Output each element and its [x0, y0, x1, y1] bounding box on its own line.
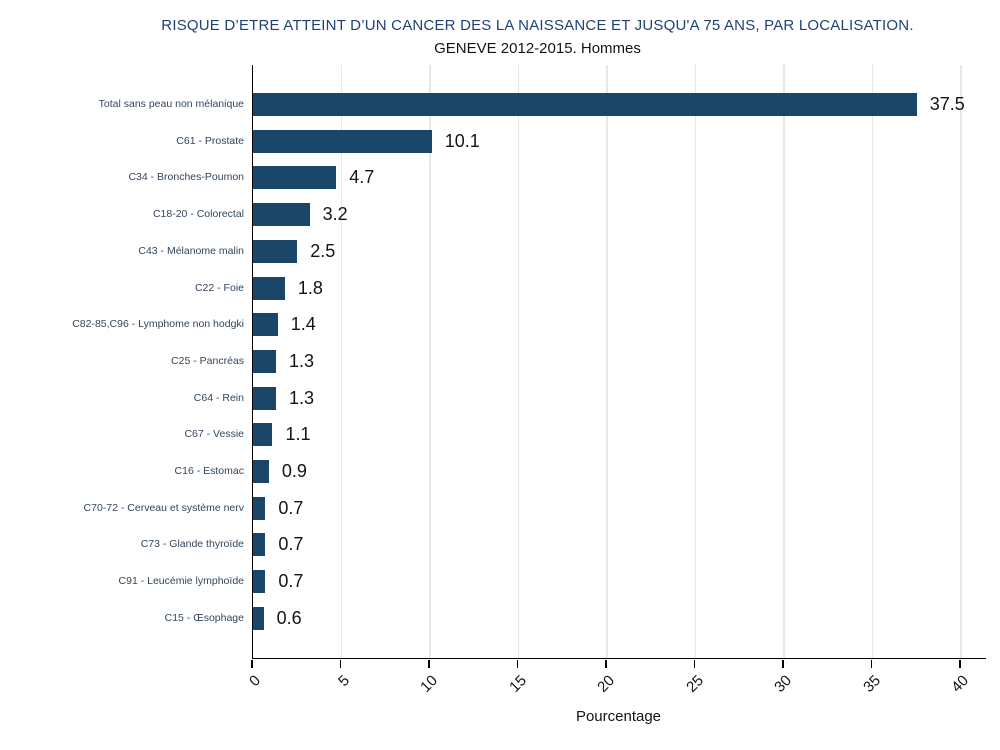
bar [253, 533, 266, 557]
gridline [694, 65, 696, 658]
category-label: C61 - Prostate [176, 134, 244, 147]
bar [253, 606, 264, 630]
bar [253, 423, 273, 447]
tick-label: 5 [334, 672, 353, 690]
bar [253, 129, 432, 153]
bar [253, 570, 266, 594]
value-label: 0.9 [281, 461, 307, 482]
bar-series: 37.5 10.1 4.7 3.2 2.5 1.8 1.4 1.3 1.3 1.1 0.9 0.7 0.… [253, 93, 986, 630]
value-label: 1.3 [289, 350, 315, 371]
x-axis-title: Pourcentage [575, 708, 662, 725]
tick-mark [428, 659, 430, 668]
category-label: C15 - Œsophage [164, 611, 244, 624]
bar-row: 1.8 [253, 276, 986, 300]
value-label: 0.7 [278, 534, 304, 555]
bar-row: 1.1 [253, 423, 986, 447]
category-label: C43 - Mélanome malin [138, 244, 244, 257]
bar-row: 10.1 [253, 129, 986, 153]
bar [253, 166, 337, 190]
bar-row: 0.7 [253, 496, 986, 520]
tick-label: 20 [594, 672, 619, 696]
tick-mark [959, 659, 961, 668]
bar [253, 239, 298, 263]
category-label: C70-72 - Cerveau et système nerv [83, 501, 244, 514]
value-label: 1.8 [297, 277, 323, 298]
tick-label: 40 [948, 672, 973, 696]
category-label: C18-20 - Colorectal [152, 208, 244, 221]
tick-mark [516, 659, 519, 668]
category-label: C91 - Leucémie lymphoïde [118, 575, 244, 588]
bar [253, 203, 310, 227]
bar-row: 37.5 [253, 93, 986, 116]
bar [253, 276, 285, 300]
bar-row: 1.4 [253, 313, 986, 337]
category-label: C67 - Vessie [184, 428, 244, 441]
category-label: C64 - Rein [193, 391, 244, 404]
tick-mark [870, 659, 873, 668]
gridline [340, 65, 342, 658]
bar-row: 0.7 [253, 570, 986, 594]
bar [253, 496, 266, 520]
bar-row: 2.5 [253, 239, 986, 263]
gridline [429, 65, 431, 658]
tick-mark [605, 659, 607, 668]
tick-mark [693, 659, 696, 668]
category-label: C22 - Foie [194, 281, 244, 294]
bar-row: 0.9 [253, 460, 986, 484]
plot-area: 37.5 10.1 4.7 3.2 2.5 1.8 1.4 1.3 1.3 1.1 0.9 0.7 0.… [252, 65, 986, 659]
gridline [517, 65, 519, 658]
category-label: C16 - Estomac [174, 465, 244, 478]
category-label: C34 - Bronches-Poumon [128, 171, 244, 184]
bar-row: 0.7 [253, 533, 986, 557]
value-label: 1.1 [285, 424, 311, 445]
tick-mark [251, 659, 253, 668]
tick-mark [782, 659, 784, 668]
value-label: 10.1 [444, 130, 480, 151]
bar-row: 1.3 [253, 386, 986, 410]
chart-header: RISQUE D’ETRE ATTEINT D’UN CANCER DES LA… [75, 16, 1000, 59]
value-label: 0.7 [278, 571, 304, 592]
bar [253, 313, 278, 337]
gridline [606, 65, 608, 658]
category-label: C25 - Pancréas [171, 354, 244, 367]
value-label: 0.7 [278, 497, 304, 518]
value-label: 1.3 [289, 387, 315, 408]
category-axis-labels: Total sans peau non mélanique C61 - Prost… [0, 93, 244, 630]
bar-row: 0.6 [253, 606, 986, 630]
bar-row: 1.3 [253, 349, 986, 373]
bar [253, 93, 917, 116]
value-label: 3.2 [322, 204, 348, 225]
value-label: 0.6 [276, 607, 302, 628]
value-label: 1.4 [290, 314, 316, 335]
value-label: 2.5 [310, 240, 336, 261]
tick-label: 30 [771, 672, 796, 696]
bar-row: 3.2 [253, 203, 986, 227]
gridline [783, 65, 785, 658]
gridline [871, 65, 873, 658]
chart-subtitle: GENEVE 2012-2015. Hommes [434, 40, 641, 57]
category-label: C82-85,C96 - Lymphome non hodgki [72, 318, 244, 331]
bar-row: 4.7 [253, 166, 986, 190]
tick-label: 35 [859, 672, 884, 696]
tick-label: 25 [682, 672, 707, 696]
category-label: C73 - Glande thyroïde [140, 538, 244, 551]
tick-label: 15 [505, 672, 530, 696]
gridline [960, 65, 962, 658]
value-label: 37.5 [929, 94, 965, 114]
category-label: Total sans peau non mélanique [98, 98, 244, 110]
x-axis: 0 5 10 15 20 25 30 35 40 [246, 658, 985, 750]
bar [253, 386, 276, 410]
chart-title: RISQUE D’ETRE ATTEINT D’UN CANCER DES LA… [161, 17, 914, 34]
tick-label: 0 [246, 672, 265, 690]
bar [253, 349, 276, 373]
tick-mark [339, 659, 342, 668]
bar [253, 460, 269, 484]
value-label: 4.7 [349, 167, 375, 188]
tick-label: 10 [417, 672, 442, 696]
